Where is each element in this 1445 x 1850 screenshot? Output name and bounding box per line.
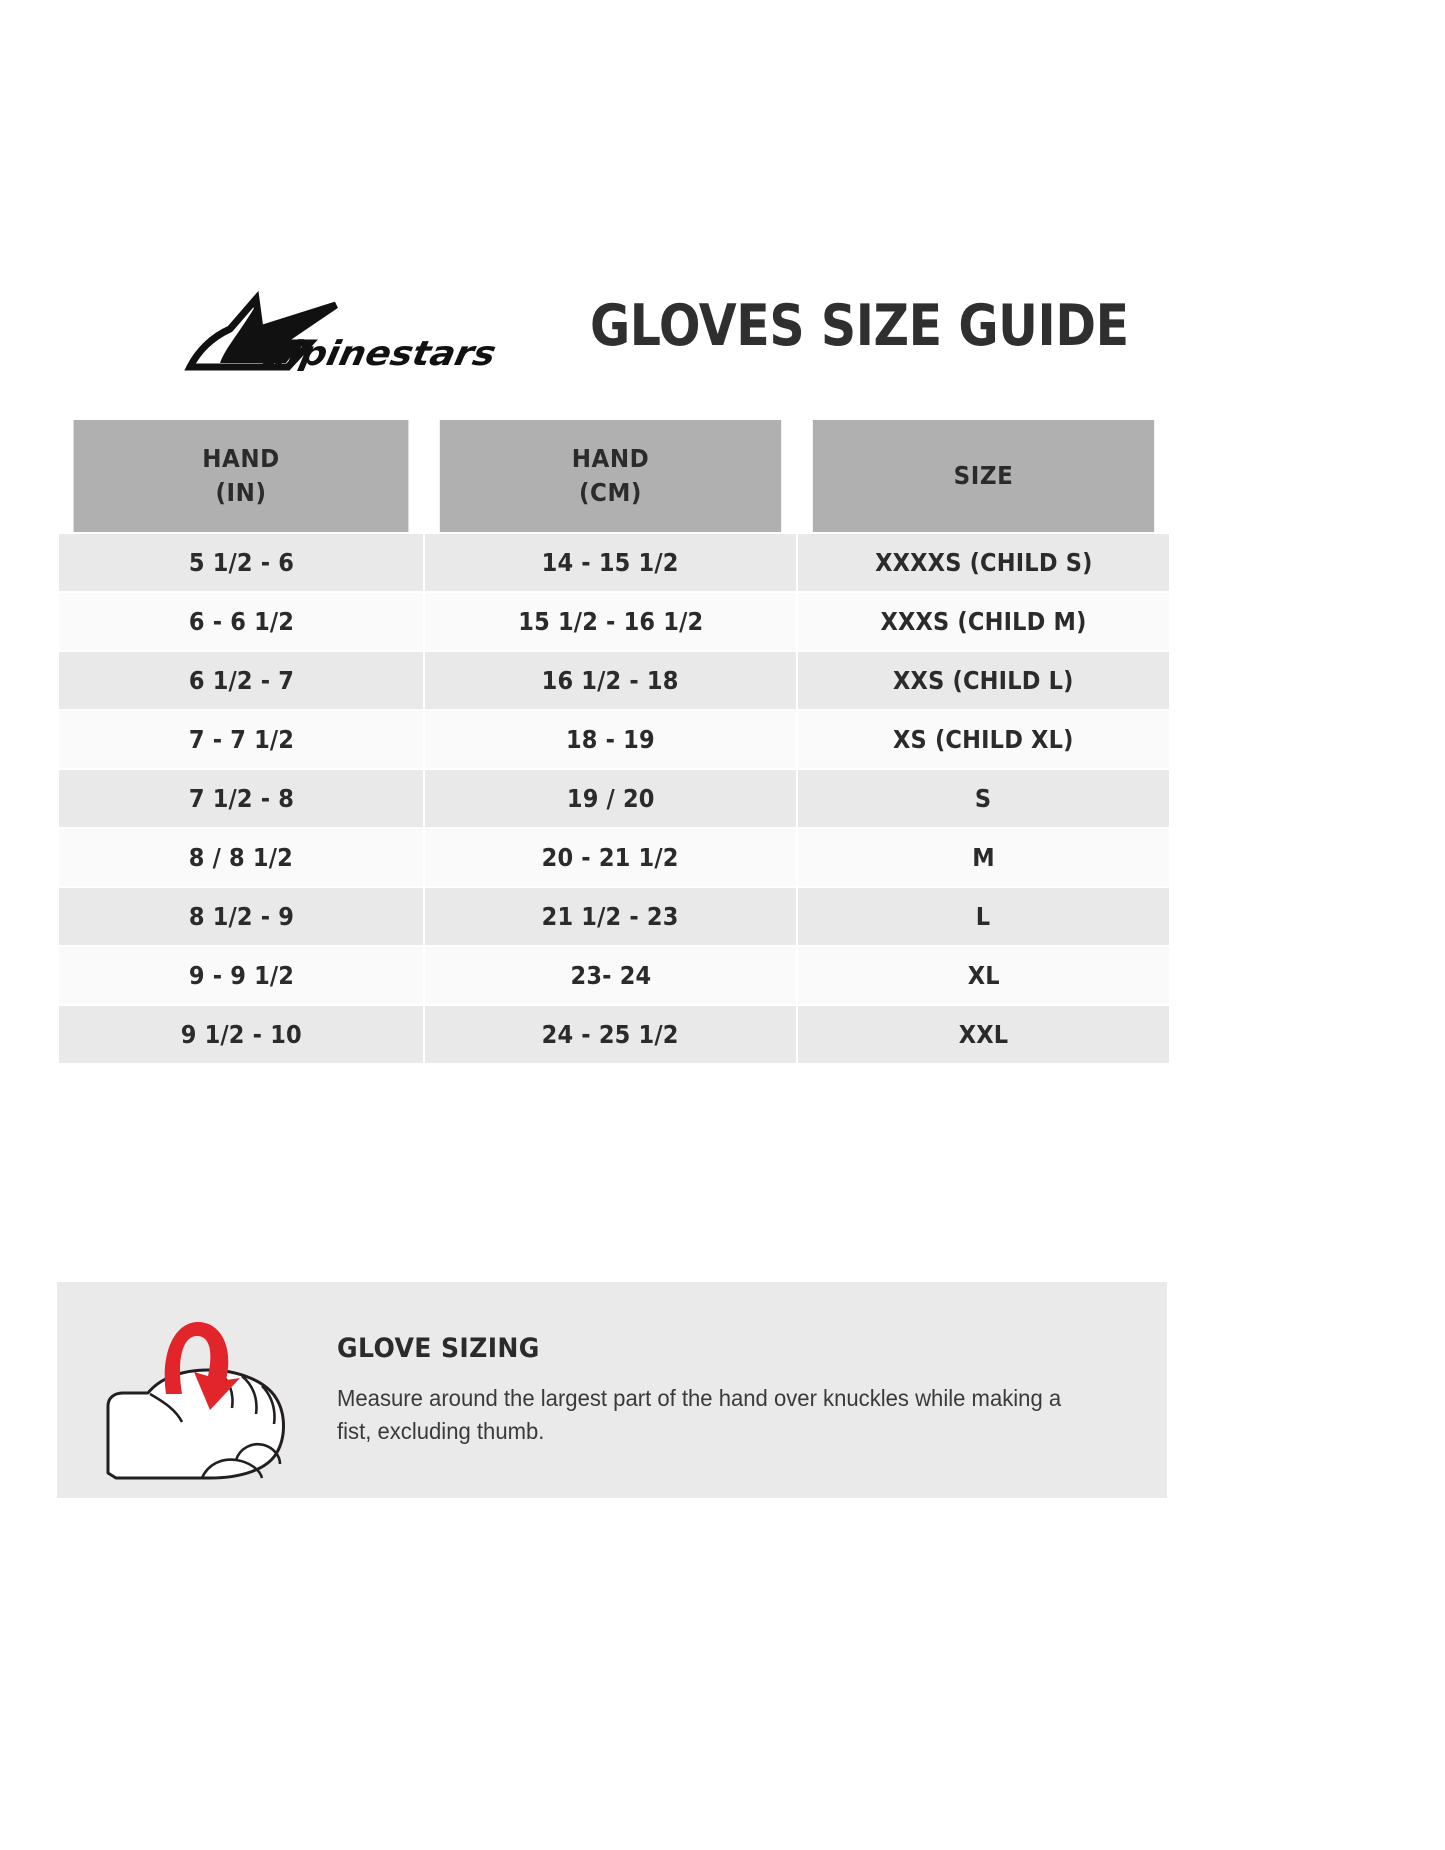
- column-header-size-line1: SIZE: [953, 461, 1014, 490]
- column-header-hand-in: HAND (IN): [73, 420, 409, 532]
- cell-size: XL: [798, 947, 1169, 1004]
- table-row: 7 - 7 1/2 18 - 19 XS (CHILD XL): [59, 711, 1169, 768]
- cell-hand-in: 9 1/2 - 10: [59, 1006, 423, 1063]
- table-header-row: HAND (IN) HAND (CM) SIZE: [59, 420, 1169, 532]
- table-row: 9 - 9 1/2 23- 24 XL: [59, 947, 1169, 1004]
- cell-hand-cm: 23- 24: [425, 947, 796, 1004]
- cell-hand-in: 9 - 9 1/2: [59, 947, 423, 1004]
- table-row: 7 1/2 - 8 19 / 20 S: [59, 770, 1169, 827]
- info-heading: GLOVE SIZING: [337, 1332, 540, 1364]
- table-row: 8 / 8 1/2 20 - 21 1/2 M: [59, 829, 1169, 886]
- cell-hand-in: 7 - 7 1/2: [59, 711, 423, 768]
- cell-hand-cm: 16 1/2 - 18: [425, 652, 796, 709]
- column-header-hand-cm-line2: (CM): [578, 478, 642, 507]
- cell-hand-cm: 15 1/2 - 16 1/2: [425, 593, 796, 650]
- cell-hand-cm: 24 - 25 1/2: [425, 1006, 796, 1063]
- table-row: 9 1/2 - 10 24 - 25 1/2 XXL: [59, 1006, 1169, 1063]
- table-row: 8 1/2 - 9 21 1/2 - 23 L: [59, 888, 1169, 945]
- cell-hand-in: 6 - 6 1/2: [59, 593, 423, 650]
- cell-hand-in: 7 1/2 - 8: [59, 770, 423, 827]
- table-row: 6 - 6 1/2 15 1/2 - 16 1/2 XXXS (CHILD M): [59, 593, 1169, 650]
- cell-hand-cm: 20 - 21 1/2: [425, 829, 796, 886]
- cell-hand-in: 6 1/2 - 7: [59, 652, 423, 709]
- cell-size: XXXXS (CHILD S): [798, 534, 1169, 591]
- cell-size: L: [798, 888, 1169, 945]
- column-header-hand-cm: HAND (CM): [439, 420, 782, 532]
- cell-hand-cm: 14 - 15 1/2: [425, 534, 796, 591]
- cell-hand-in: 8 1/2 - 9: [59, 888, 423, 945]
- column-header-hand-cm-line1: HAND: [571, 444, 650, 473]
- cell-hand-cm: 19 / 20: [425, 770, 796, 827]
- cell-size: M: [798, 829, 1169, 886]
- cell-hand-cm: 18 - 19: [425, 711, 796, 768]
- cell-size: XS (CHILD XL): [798, 711, 1169, 768]
- cell-hand-in: 8 / 8 1/2: [59, 829, 423, 886]
- info-text-block: GLOVE SIZING Measure around the largest …: [315, 1333, 1167, 1447]
- column-header-hand-in-line2: (IN): [215, 478, 267, 507]
- cell-hand-cm: 21 1/2 - 23: [425, 888, 796, 945]
- fist-illustration-svg: [106, 1321, 285, 1479]
- cell-hand-in: 5 1/2 - 6: [59, 534, 423, 591]
- svg-text:alpinestars: alpinestars: [259, 334, 499, 371]
- column-header-size: SIZE: [812, 420, 1155, 532]
- cell-size: S: [798, 770, 1169, 827]
- cell-size: XXXS (CHILD M): [798, 593, 1169, 650]
- column-header-hand-in-line1: HAND: [202, 444, 280, 473]
- page-title: GLOVES SIZE GUIDE: [590, 292, 1129, 359]
- cell-size: XXS (CHILD L): [798, 652, 1169, 709]
- alpinestars-star-logo: alpinestars: [184, 290, 500, 371]
- page-header: alpinestars GLOVES SIZE GUIDE: [160, 278, 1280, 378]
- fist-hand-measure-icon: [85, 1295, 315, 1485]
- cell-size: XXL: [798, 1006, 1169, 1063]
- glove-sizing-info-panel: GLOVE SIZING Measure around the largest …: [57, 1282, 1167, 1498]
- size-chart-table: HAND (IN) HAND (CM) SIZE 5 1/2 - 6 14 - …: [57, 418, 1171, 1065]
- alpinestars-logo: alpinestars: [160, 285, 560, 371]
- table-row: 5 1/2 - 6 14 - 15 1/2 XXXXS (CHILD S): [59, 534, 1169, 591]
- table-row: 6 1/2 - 7 16 1/2 - 18 XXS (CHILD L): [59, 652, 1169, 709]
- info-description: Measure around the largest part of the h…: [337, 1384, 1062, 1444]
